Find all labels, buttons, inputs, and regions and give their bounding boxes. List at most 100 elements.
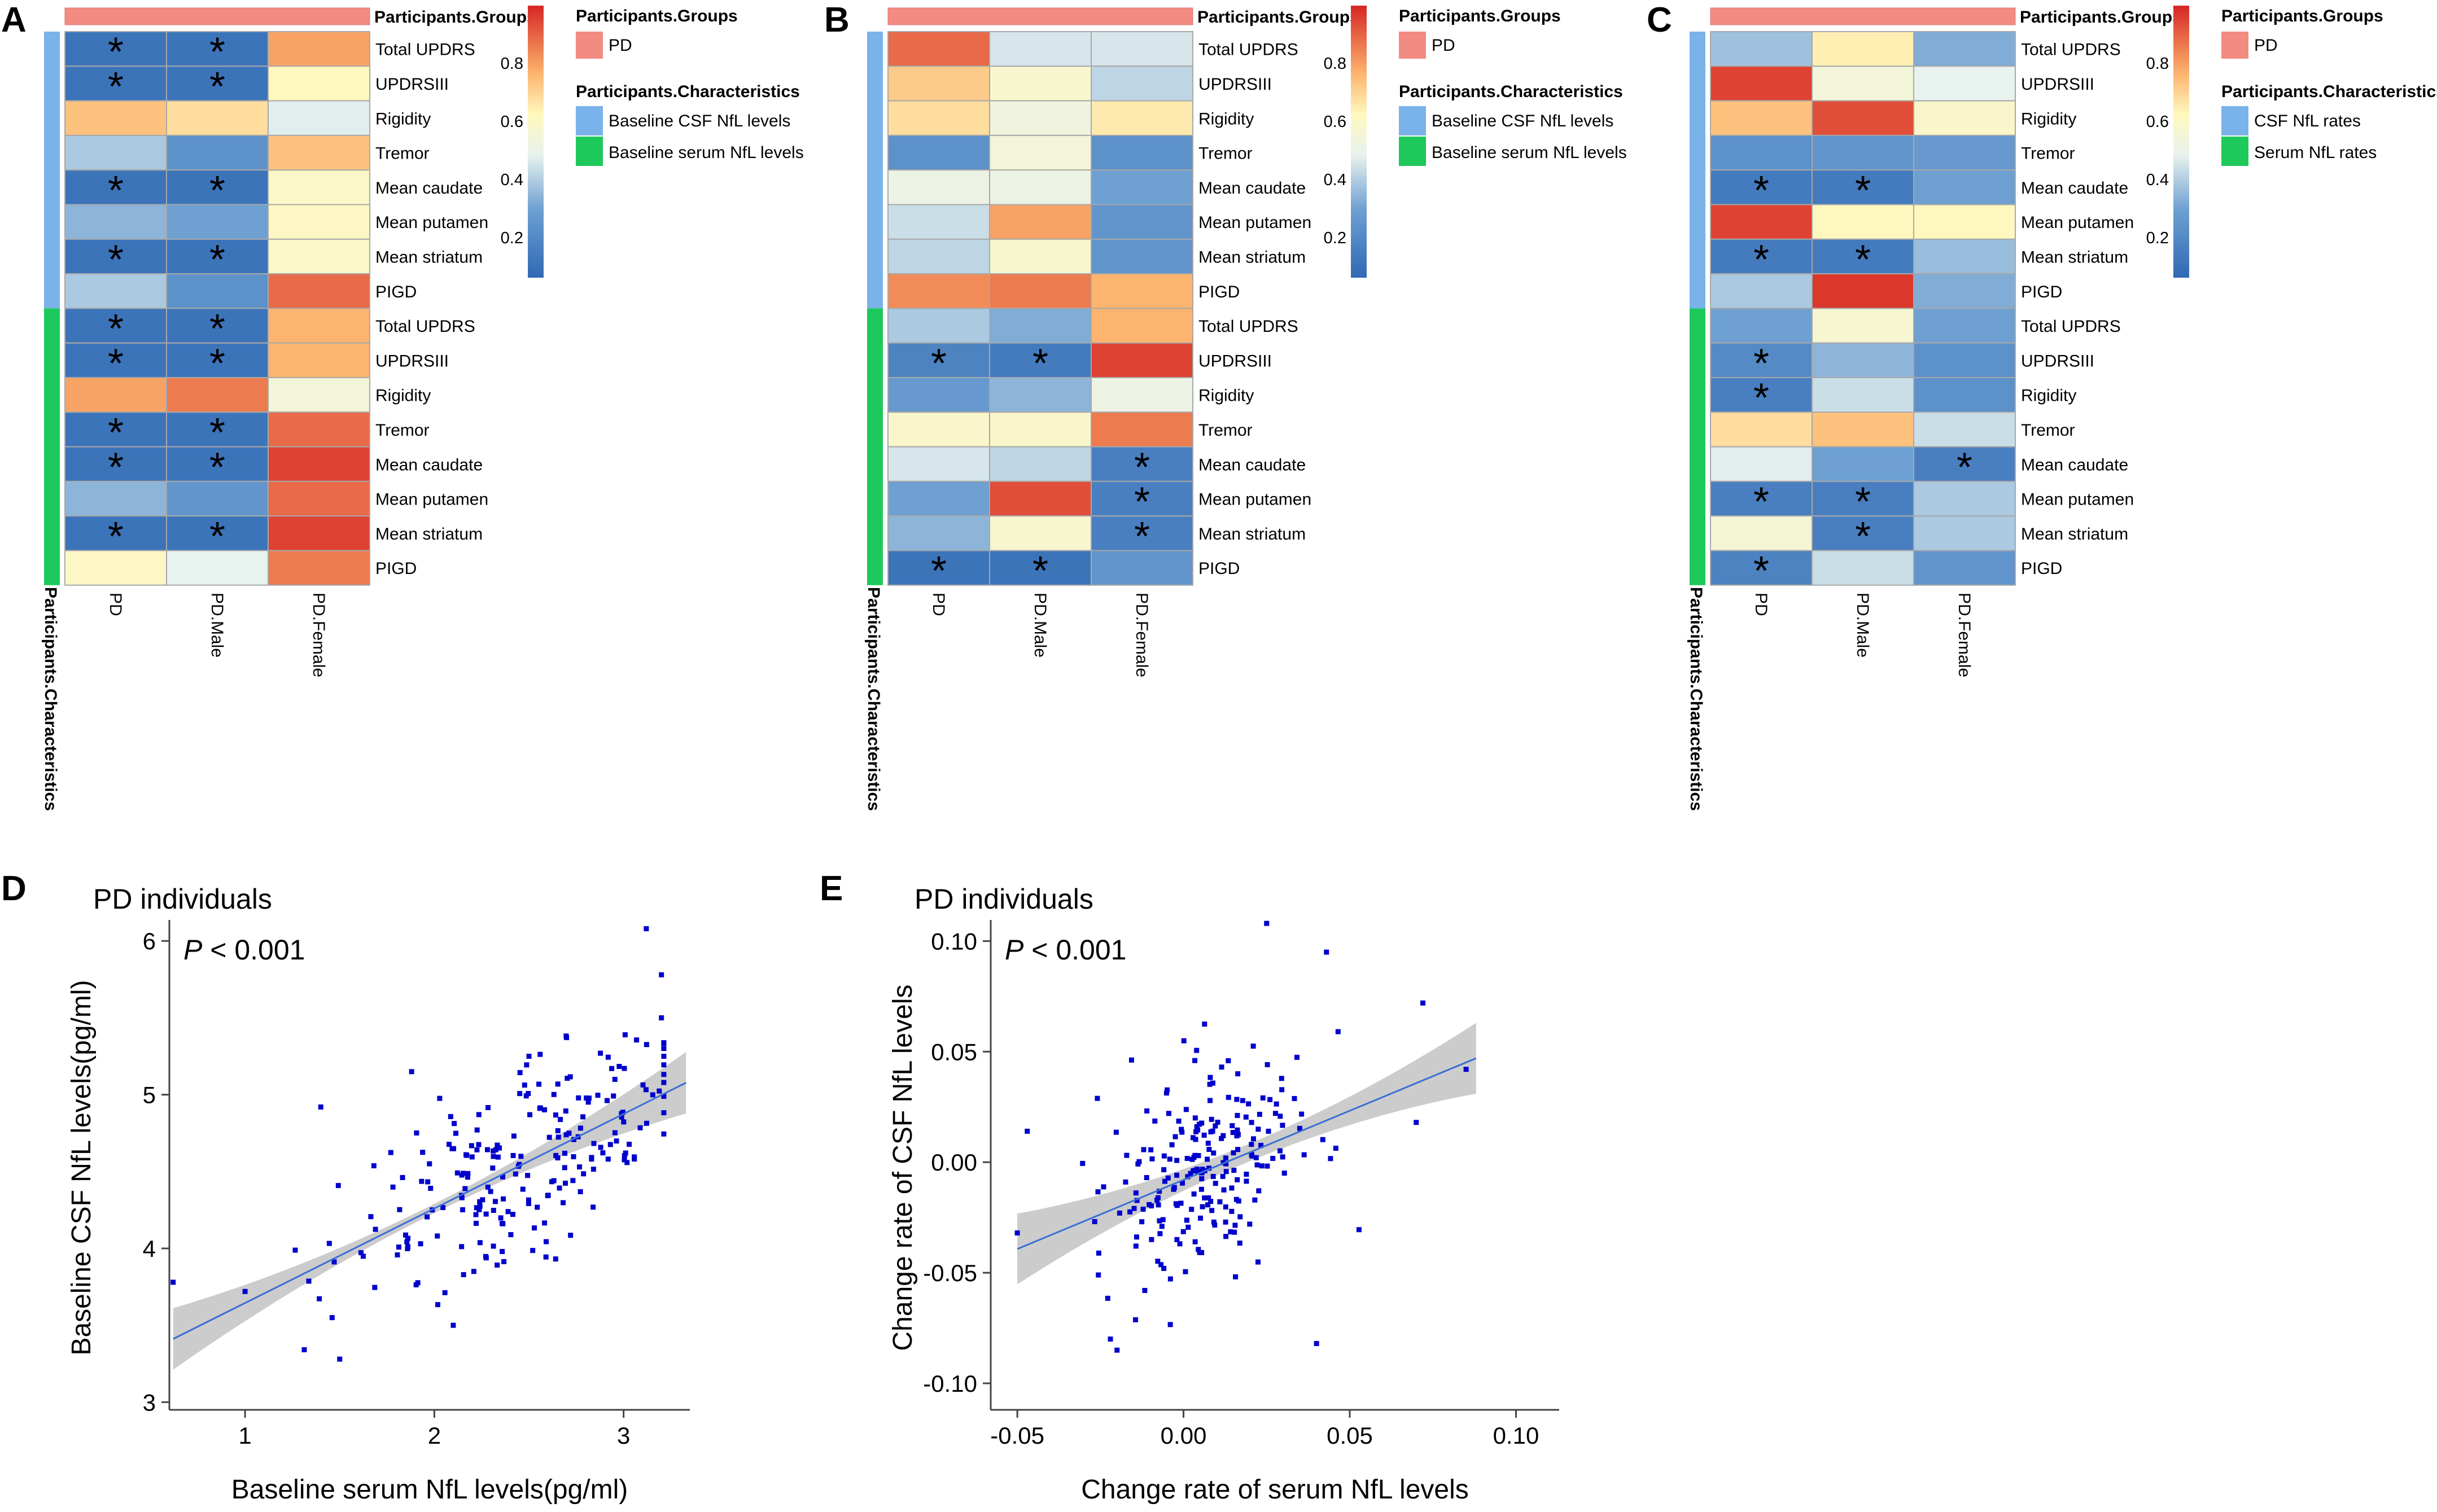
data-point bbox=[1266, 1128, 1271, 1134]
top-annotation-label: Participants.Groups bbox=[1197, 8, 1359, 27]
data-point bbox=[326, 1241, 332, 1246]
data-point bbox=[425, 1179, 431, 1185]
heatmap-cell bbox=[1812, 273, 1914, 309]
row-label: Rigidity bbox=[2021, 387, 2076, 405]
data-point bbox=[1246, 1101, 1252, 1107]
legend-characteristics-title: Participants.Characteristics bbox=[576, 82, 800, 101]
data-point bbox=[551, 1092, 557, 1097]
significance-asterisk: * bbox=[1753, 549, 1769, 594]
column-label: PD bbox=[929, 593, 948, 616]
heatmap-cell bbox=[1710, 480, 1813, 517]
data-point bbox=[595, 1093, 601, 1098]
heatmap-cell bbox=[989, 550, 1092, 586]
heatmap-cell bbox=[166, 134, 269, 171]
p-symbol: P bbox=[183, 934, 203, 966]
legend-characteristics-title: Participants.Characteristics bbox=[2221, 82, 2437, 101]
data-point bbox=[1144, 1108, 1150, 1114]
heatmap-panel-B: B Participants.Groups* ***** *Total UPDRSUP… bbox=[824, 1, 1627, 811]
data-point bbox=[1235, 1147, 1241, 1152]
data-point bbox=[524, 1062, 530, 1068]
row-label: PIGD bbox=[2021, 559, 2062, 578]
data-point bbox=[1147, 1202, 1152, 1207]
column-label: PD.Male bbox=[1853, 593, 1872, 658]
column-label: PD.Male bbox=[1031, 593, 1049, 658]
data-point bbox=[1219, 1064, 1224, 1070]
heatmap-cell bbox=[989, 169, 1092, 205]
data-point bbox=[335, 1183, 341, 1189]
row-label: Tremor bbox=[2021, 144, 2075, 163]
row-label: Total UPDRS bbox=[375, 317, 475, 336]
colorscale-tick: 0.4 bbox=[1324, 171, 1346, 189]
legend-swatch-csf bbox=[576, 106, 603, 135]
heatmap-cell bbox=[1710, 204, 1813, 240]
data-point bbox=[1180, 1180, 1185, 1186]
row-label: Rigidity bbox=[2021, 109, 2076, 128]
data-point bbox=[584, 1095, 589, 1101]
data-point bbox=[581, 1171, 587, 1177]
x-tick-label: 2 bbox=[428, 1422, 441, 1449]
side-annotation-csf bbox=[44, 32, 60, 309]
data-point bbox=[612, 1130, 618, 1136]
heatmap-cell bbox=[64, 31, 167, 67]
data-point bbox=[1253, 1155, 1259, 1160]
scatter-panel-D: D PD individuals P < 0.001 3 4 5 6 1 2 3 Baseline … bbox=[1, 869, 690, 1505]
heatmap-cell bbox=[887, 446, 990, 482]
data-point bbox=[537, 1106, 542, 1111]
data-point bbox=[477, 1199, 483, 1204]
data-point bbox=[1244, 1171, 1249, 1177]
heatmap-cell bbox=[1913, 204, 2016, 240]
data-point bbox=[1201, 1132, 1207, 1138]
data-point bbox=[474, 1147, 480, 1152]
heatmap-cell bbox=[887, 31, 990, 67]
data-point bbox=[661, 1062, 667, 1068]
data-point bbox=[1226, 1058, 1231, 1063]
legend-item-csf: Baseline CSF NfL levels bbox=[1432, 112, 1613, 130]
row-label: Total UPDRS bbox=[2021, 41, 2121, 59]
heatmap-cell bbox=[887, 480, 990, 517]
data-point bbox=[1014, 1230, 1020, 1236]
data-point bbox=[526, 1054, 532, 1059]
data-point bbox=[1270, 1155, 1276, 1161]
data-point bbox=[1274, 1101, 1279, 1107]
heatmap-cell bbox=[64, 446, 167, 482]
panel-label-E: E bbox=[820, 869, 843, 908]
heatmap-cell bbox=[887, 169, 990, 205]
fit-line bbox=[1017, 1057, 1477, 1250]
data-point bbox=[1211, 1150, 1217, 1156]
data-point bbox=[1172, 1134, 1178, 1140]
row-label: Tremor bbox=[1198, 144, 1253, 163]
heatmap-panel-C: C Participants.Groups* ** ***** ***Total UPD… bbox=[1647, 1, 2437, 811]
row-label: UPDRSIII bbox=[2021, 75, 2094, 94]
data-point bbox=[409, 1069, 414, 1075]
heatmap-cell bbox=[1710, 273, 1813, 309]
heatmap-cell bbox=[268, 273, 370, 309]
p-value-text: < 0.001 bbox=[1023, 934, 1126, 966]
heatmap-cell bbox=[887, 411, 990, 448]
data-point bbox=[567, 1074, 573, 1080]
data-point bbox=[1157, 1189, 1162, 1194]
data-point bbox=[565, 1076, 570, 1081]
data-point bbox=[1237, 1241, 1242, 1246]
data-point bbox=[453, 1130, 458, 1136]
y-tick-label: -0.10 bbox=[923, 1370, 977, 1397]
data-point bbox=[1255, 1127, 1261, 1132]
row-label: PIGD bbox=[1198, 283, 1240, 301]
data-point bbox=[532, 1225, 537, 1231]
data-point bbox=[650, 1092, 655, 1098]
x-tick-label: 0.00 bbox=[1161, 1422, 1207, 1449]
heatmap-cell bbox=[166, 273, 269, 309]
data-point bbox=[471, 1269, 476, 1274]
data-point bbox=[508, 1232, 514, 1238]
x-tick-label: -0.05 bbox=[990, 1422, 1044, 1449]
data-point bbox=[568, 1233, 574, 1238]
heatmap-cell bbox=[1812, 308, 1914, 344]
heatmap-cell bbox=[64, 134, 167, 171]
data-point bbox=[495, 1262, 500, 1268]
data-point bbox=[413, 1282, 419, 1287]
side-annotation-csf bbox=[1690, 32, 1705, 309]
heatmap-cell bbox=[1091, 100, 1193, 136]
data-point bbox=[1211, 1219, 1217, 1225]
data-point bbox=[1231, 1150, 1236, 1156]
data-point bbox=[1156, 1202, 1161, 1208]
heatmap-cell bbox=[989, 238, 1092, 275]
